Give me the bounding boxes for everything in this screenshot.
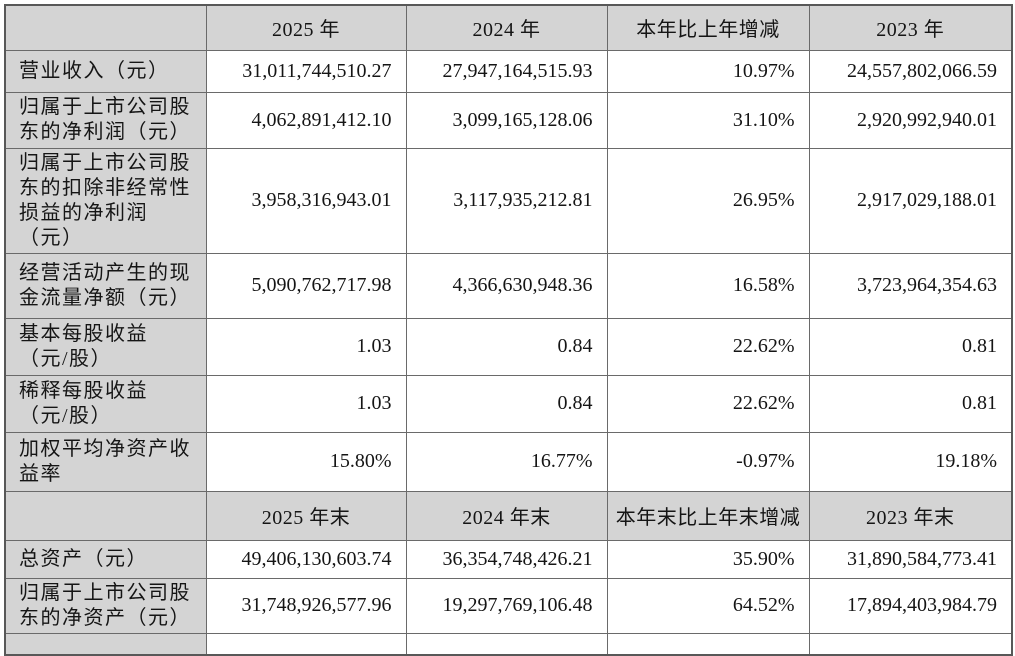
- value-2024: 16.77%: [405, 431, 608, 492]
- value-change: 31.10%: [606, 91, 810, 149]
- value-2023: 31,890,584,773.41: [808, 539, 1013, 579]
- row-label: 归属于上市公司股东的净资产（元）: [4, 577, 207, 634]
- value-2025: 15.80%: [205, 431, 407, 492]
- value-2023: 17,894,403,984.79: [808, 577, 1013, 634]
- table-row-weighted-avg-roe: 加权平均净资产收益率 15.80% 16.77% -0.97% 19.18%: [4, 431, 1013, 492]
- header-yoy-change: 本年比上年增减: [606, 4, 810, 51]
- table-row-net-assets: 归属于上市公司股东的净资产（元） 31,748,926,577.96 19,29…: [4, 577, 1013, 634]
- header-row-period-end: 2025 年末 2024 年末 本年末比上年末增减 2023 年末: [4, 490, 1013, 541]
- table-row-operating-cash-flow: 经营活动产生的现金流量净额（元） 5,090,762,717.98 4,366,…: [4, 252, 1013, 319]
- value-2025: [205, 632, 407, 656]
- row-label: 归属于上市公司股东的净利润（元）: [4, 91, 207, 149]
- value-2025: 4,062,891,412.10: [205, 91, 407, 149]
- value-change: 26.95%: [606, 147, 810, 254]
- value-2024: 3,099,165,128.06: [405, 91, 608, 149]
- table-row-total-assets: 总资产（元） 49,406,130,603.74 36,354,748,426.…: [4, 539, 1013, 579]
- table-row-net-profit: 归属于上市公司股东的净利润（元） 4,062,891,412.10 3,099,…: [4, 91, 1013, 149]
- value-change: 35.90%: [606, 539, 810, 579]
- table-row-diluted-eps: 稀释每股收益（元/股） 1.03 0.84 22.62% 0.81: [4, 374, 1013, 433]
- header-2023-end: 2023 年末: [808, 490, 1013, 541]
- value-2023: 24,557,802,066.59: [808, 49, 1013, 93]
- value-2024: 27,947,164,515.93: [405, 49, 608, 93]
- header-2025: 2025 年: [205, 4, 407, 51]
- header-yoy-end-change: 本年末比上年末增减: [606, 490, 810, 541]
- value-2025: 1.03: [205, 374, 407, 433]
- row-label: 营业收入（元）: [4, 49, 207, 93]
- row-label: 加权平均净资产收益率: [4, 431, 207, 492]
- value-2023: 0.81: [808, 317, 1013, 376]
- value-2025: 31,011,744,510.27: [205, 49, 407, 93]
- table-row-partial: [4, 632, 1013, 656]
- value-2023: 3,723,964,354.63: [808, 252, 1013, 319]
- header-empty-cell: [4, 4, 207, 51]
- row-label: 稀释每股收益（元/股）: [4, 374, 207, 433]
- value-change: 22.62%: [606, 317, 810, 376]
- row-label: 经营活动产生的现金流量净额（元）: [4, 252, 207, 319]
- value-2025: 1.03: [205, 317, 407, 376]
- value-2025: 49,406,130,603.74: [205, 539, 407, 579]
- value-2023: 2,920,992,940.01: [808, 91, 1013, 149]
- value-2024: 36,354,748,426.21: [405, 539, 608, 579]
- row-label: 基本每股收益（元/股）: [4, 317, 207, 376]
- table-row-net-profit-excl-nonrecurring: 归属于上市公司股东的扣除非经常性损益的净利润（元） 3,958,316,943.…: [4, 147, 1013, 254]
- header-2024-end: 2024 年末: [405, 490, 608, 541]
- header-2023: 2023 年: [808, 4, 1013, 51]
- value-2025: 3,958,316,943.01: [205, 147, 407, 254]
- row-label: 归属于上市公司股东的扣除非经常性损益的净利润（元）: [4, 147, 207, 254]
- value-change: -0.97%: [606, 431, 810, 492]
- value-2023: 0.81: [808, 374, 1013, 433]
- header-2025-end: 2025 年末: [205, 490, 407, 541]
- financial-summary-table: 2025 年 2024 年 本年比上年增减 2023 年 营业收入（元） 31,…: [4, 4, 1013, 656]
- header-2024: 2024 年: [405, 4, 608, 51]
- header-row-annual: 2025 年 2024 年 本年比上年增减 2023 年: [4, 4, 1013, 51]
- table-row-basic-eps: 基本每股收益（元/股） 1.03 0.84 22.62% 0.81: [4, 317, 1013, 376]
- value-change: 64.52%: [606, 577, 810, 634]
- value-2024: [405, 632, 608, 656]
- value-change: [606, 632, 810, 656]
- row-label: 总资产（元）: [4, 539, 207, 579]
- value-2024: 3,117,935,212.81: [405, 147, 608, 254]
- value-2024: 4,366,630,948.36: [405, 252, 608, 319]
- value-2025: 31,748,926,577.96: [205, 577, 407, 634]
- value-2023: 19.18%: [808, 431, 1013, 492]
- value-2024: 0.84: [405, 317, 608, 376]
- value-2025: 5,090,762,717.98: [205, 252, 407, 319]
- table-row-revenue: 营业收入（元） 31,011,744,510.27 27,947,164,515…: [4, 49, 1013, 93]
- row-label: [4, 632, 207, 656]
- value-2024: 19,297,769,106.48: [405, 577, 608, 634]
- value-change: 16.58%: [606, 252, 810, 319]
- value-2023: 2,917,029,188.01: [808, 147, 1013, 254]
- value-change: 22.62%: [606, 374, 810, 433]
- value-2023: [808, 632, 1013, 656]
- header-empty-cell: [4, 490, 207, 541]
- value-2024: 0.84: [405, 374, 608, 433]
- value-change: 10.97%: [606, 49, 810, 93]
